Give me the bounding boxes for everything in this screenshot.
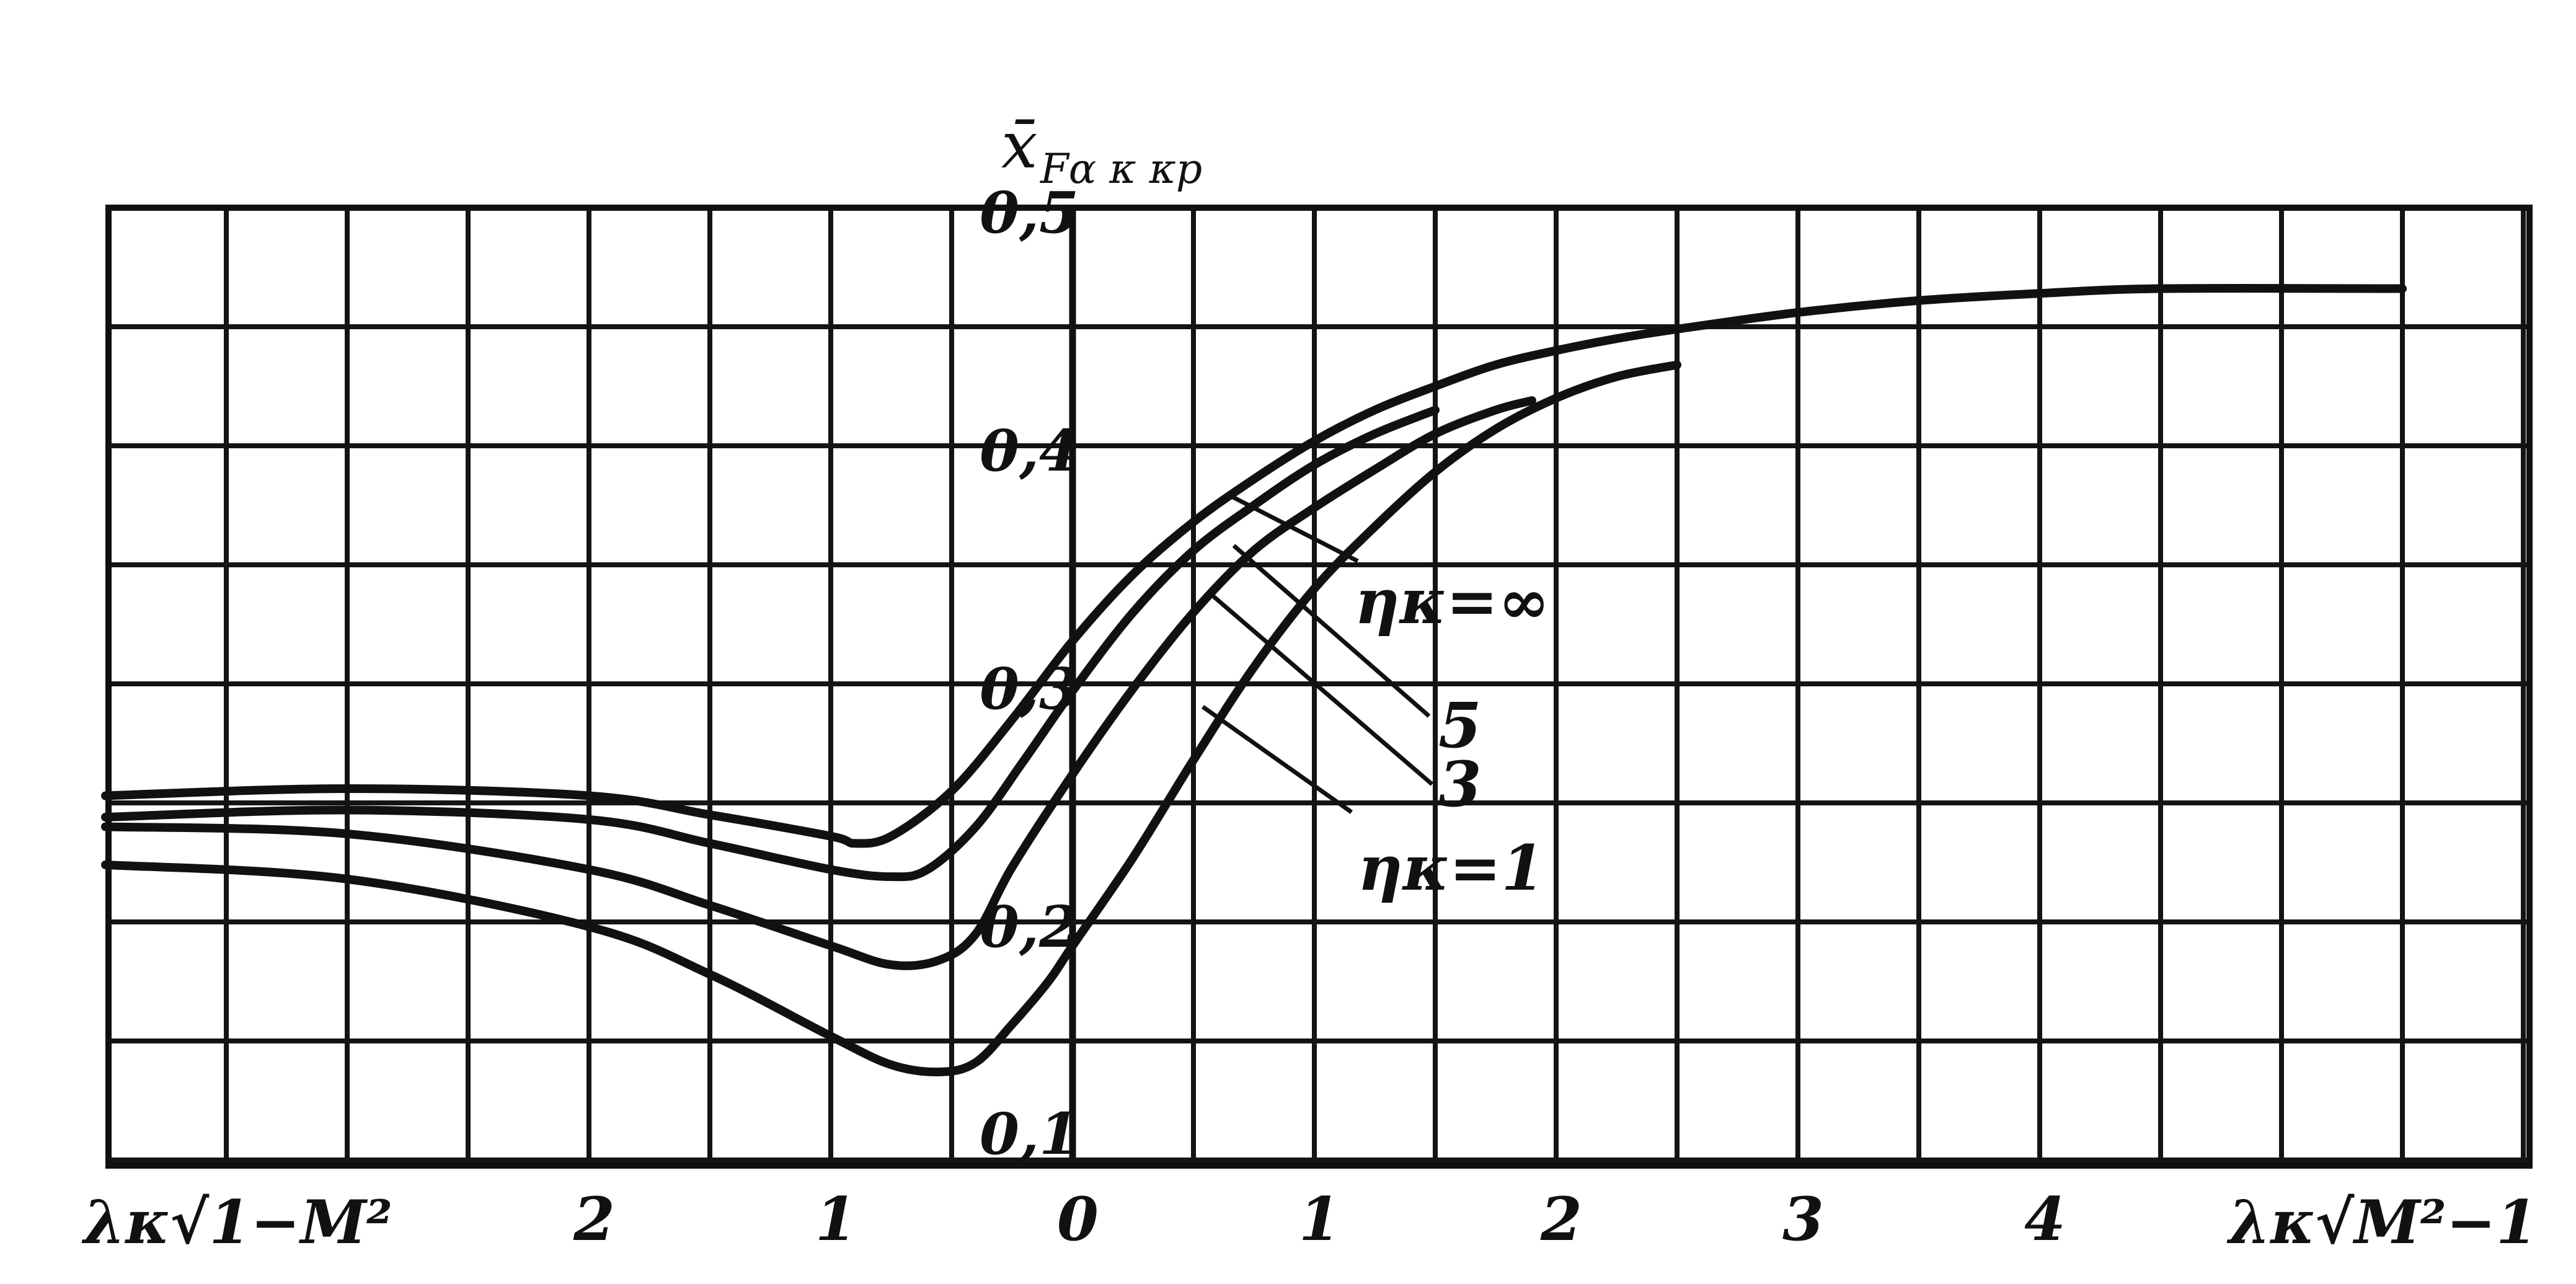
x-tick-label: 1 [1299,1184,1340,1254]
leader-eta-1 [1201,705,1353,814]
x-axis-label-right: λκ√M²−1 [2226,1187,2538,1257]
x-axis-label-left: λκ√1−M² [81,1187,392,1257]
y-tick-label: 0,2 [980,893,1079,960]
series-label-eta-3: 3 [1438,748,1482,821]
x-tick-labels: 2 1 0 1 2 3 4 [573,1184,2066,1254]
x-tick-label: 3 [1782,1184,1824,1254]
plot-frame [105,205,2533,1169]
y-tick-label: 0,4 [980,417,1079,484]
series-label-eta-1: ηκ=1 [1358,831,1544,905]
series-line-2 [101,396,1536,970]
series-group [101,283,2407,1077]
leader-eta-inf [1229,494,1359,564]
series-line-1 [101,405,1440,882]
leader-eta-5 [1232,544,1431,718]
y-tick-labels: 0,1 0,2 0,3 0,4 0,5 [980,179,1079,1167]
y-tick-label: 0,3 [980,655,1079,722]
x-tick-label: 4 [2024,1184,2066,1254]
y-axis-label: x̄ Fα κ κp [1001,107,1202,193]
series-label-eta-inf: ηκ=∞ [1355,565,1550,638]
y-tick-label: 0,5 [980,179,1079,246]
series-line-0 [101,283,2407,848]
series-line-3 [101,360,1681,1077]
leader-eta-3 [1210,593,1434,786]
x-tick-label: 2 [573,1184,615,1254]
grid [108,208,2530,1166]
y-tick-label: 0,1 [980,1100,1079,1167]
x-tick-label: 2 [1540,1184,1582,1254]
x-tick-label: 0 [1057,1184,1099,1254]
series-annotations: ηκ=∞ 5 3 ηκ=1 [1201,494,1550,905]
x-tick-label: 1 [815,1184,857,1254]
y-axis-label-main: x̄ [1001,107,1038,183]
y-axis-label-subscript: Fα κ κp [1040,145,1202,193]
series-label-eta-5: 5 [1438,689,1482,762]
